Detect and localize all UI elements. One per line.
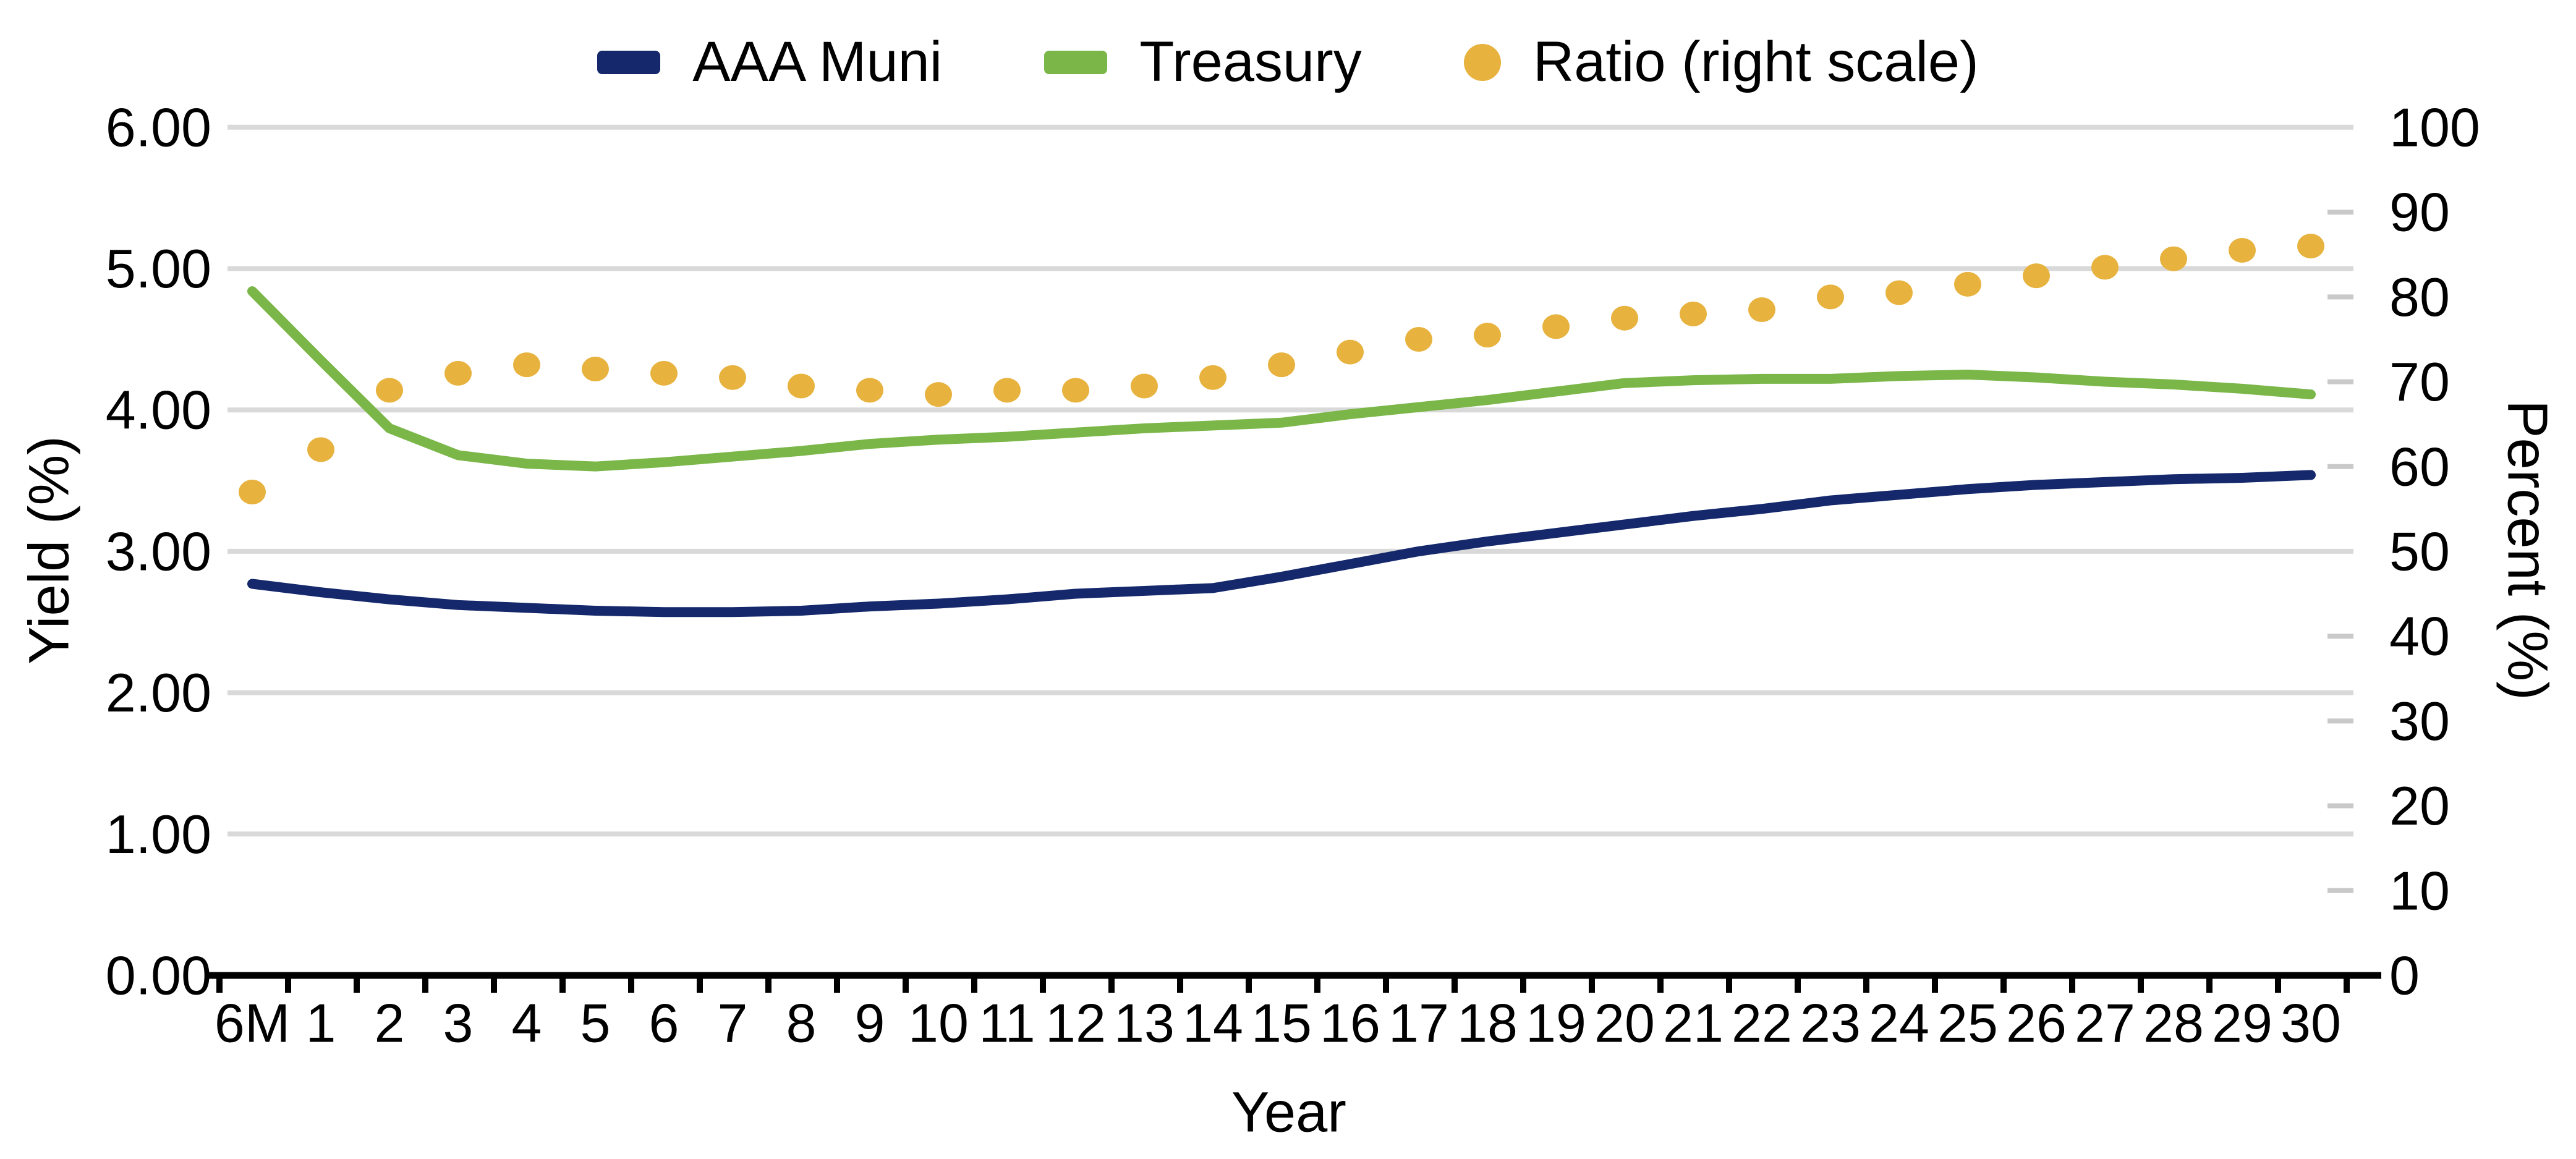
x-tick-label: 6M [215,993,290,1054]
ratio-dot [2023,263,2050,289]
y-right-tick-label: 90 [2389,182,2450,243]
y-right-tick-label: 40 [2389,606,2450,667]
ratio-dot [993,378,1021,403]
ratio-dot [2229,237,2256,263]
y-left-tick-label: 4.00 [106,380,211,441]
legend-item-treasury: Treasury [1044,30,1362,95]
treasury-line [247,286,2316,472]
y-right-tick-label: 50 [2389,521,2450,582]
legend: AAA Muni Treasury Ratio (right scale) [0,30,2576,95]
x-axis-title: Year [1231,1080,1346,1144]
y-left-tick-label: 0.00 [106,945,211,1006]
y-right-tick-label: 20 [2389,775,2450,836]
y-right-tick-label: 80 [2389,266,2450,328]
y-right-tick-label: 60 [2389,436,2450,497]
ratio-dot [376,378,403,403]
ratio-dot [1748,297,1775,322]
y-left-tick-label: 6.00 [106,96,211,158]
aaa-muni-line [247,470,2316,618]
legend-label-treasury: Treasury [1139,30,1362,93]
x-tick-label: 4 [512,993,542,1054]
x-tick-label: 19 [1526,993,1586,1054]
x-tick-label: 25 [1937,993,1998,1054]
ratio-dot [239,479,266,504]
ratio-dot [1954,271,1981,297]
y-right-tick-label: 0 [2389,945,2420,1006]
ratio-dot [2091,255,2119,280]
aaa-muni-line-swatch-icon [597,50,661,74]
x-tick-label: 23 [1800,993,1861,1054]
legend-item-ratio: Ratio (right scale) [1463,30,1979,95]
y-left-tick-label: 2.00 [106,662,211,723]
y-left-tick-label: 5.00 [106,238,211,299]
y-right-tick-label: 70 [2389,351,2450,412]
x-tick-label: 27 [2075,993,2135,1054]
x-tick-label: 26 [2006,993,2067,1054]
ratio-dot [1268,352,1295,378]
y-right-tick-label: 100 [2389,97,2480,158]
x-tick-label: 15 [1251,993,1312,1054]
ratio-dot [1680,301,1707,326]
x-tick-label: 30 [2281,993,2341,1054]
y-right-tick-label: 30 [2389,690,2450,752]
ratio-dot [2297,234,2324,259]
x-tick-label: 17 [1388,993,1449,1054]
ratio-dot [1611,305,1638,331]
ratio-dot [1131,373,1158,399]
y-left-tick-label: 3.00 [106,520,211,582]
ratio-dot-swatch-icon [1463,43,1501,81]
x-tick-label: 1 [306,993,336,1054]
ratio-dot [1542,314,1570,339]
ratio-dot [1199,365,1226,390]
ratio-dot [788,373,815,399]
x-tick-label: 29 [2212,993,2272,1054]
ratio-dot [307,437,334,462]
ratio-dot [856,378,883,403]
ratio-dot [719,365,746,390]
x-tick-label: 6 [649,993,679,1054]
x-tick-label: 20 [1594,993,1655,1054]
x-tick-label: 9 [855,993,885,1054]
x-tick-label: 28 [2143,993,2204,1054]
x-tick-label: 11 [979,993,1035,1054]
x-tick-label: 5 [580,993,611,1054]
ratio-dot [1474,323,1501,348]
y-right-tick-label: 10 [2389,860,2450,921]
ratio-dot [650,360,678,386]
x-tick-label: 22 [1732,993,1792,1054]
x-tick-label: 12 [1045,993,1106,1054]
x-tick-label: 10 [908,993,969,1054]
x-tick-label: 14 [1183,993,1243,1054]
x-tick-label: 2 [375,993,405,1054]
ratio-dot [513,352,540,378]
x-tick-label: 18 [1457,993,1518,1054]
legend-label-aaa-muni: AAA Muni [692,30,943,93]
ratio-dot [1337,339,1364,365]
ratio-dot [582,357,609,382]
ratio-dot [1062,378,1089,403]
y-left-tick-label: 1.00 [106,804,211,865]
ratio-dot [1817,284,1844,310]
treasury-line-swatch-icon [1044,50,1108,74]
legend-label-ratio: Ratio (right scale) [1532,30,1979,93]
x-tick-label: 21 [1663,993,1724,1054]
ratio-dot [444,360,472,386]
x-tick-label: 13 [1114,993,1175,1054]
x-tick-label: 24 [1869,993,1929,1054]
x-tick-label: 16 [1320,993,1380,1054]
ratio-dot [2160,246,2187,271]
x-tick-label: 7 [718,993,748,1054]
legend-item-aaa-muni: AAA Muni [597,30,942,95]
ratio-dot [1885,280,1913,305]
x-tick-label: 3 [443,993,474,1054]
ratio-dot [1405,327,1432,352]
x-tick-label: 8 [786,993,817,1054]
ratio-dot [925,382,952,407]
